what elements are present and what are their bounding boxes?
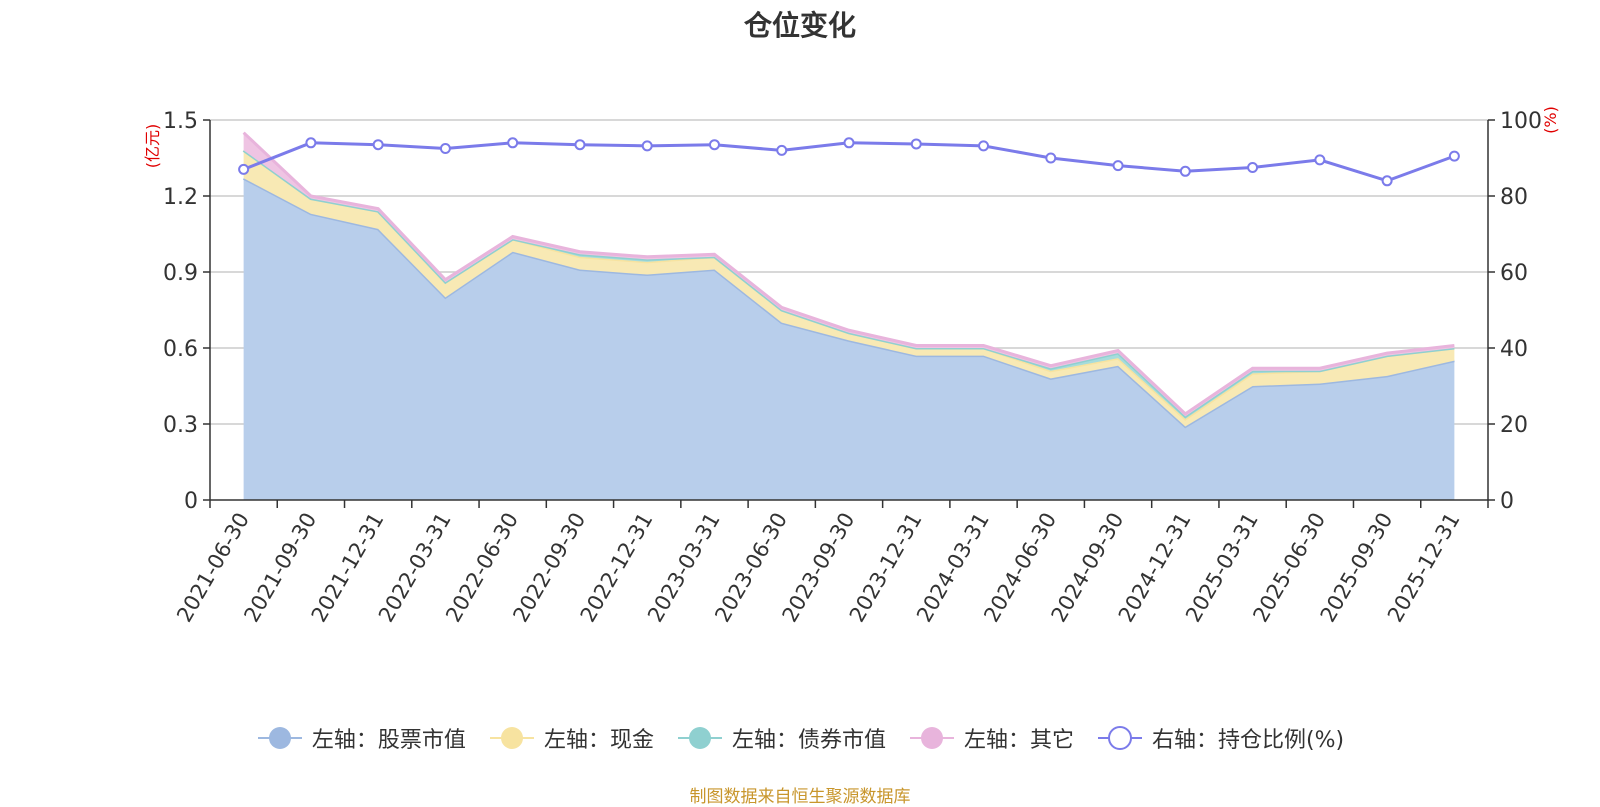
ratio-point	[1045, 152, 1057, 164]
legend-label: 左轴：债券市值	[731, 728, 886, 753]
ratio-point	[978, 140, 990, 152]
ratio-point	[574, 139, 586, 151]
right-tick-label: 100	[1500, 109, 1542, 134]
ratio-point	[641, 140, 653, 152]
ratio-line	[243, 141, 1455, 183]
chart-canvas: 00.30.60.91.21.5020406080100(亿元)(%)2021-…	[143, 106, 1560, 627]
legend-item[interactable]: 左轴：其它	[908, 722, 1074, 754]
left-tick-label: 0.6	[163, 337, 198, 362]
ratio-point	[910, 138, 922, 150]
right-axis-unit: (%)	[1541, 106, 1560, 134]
right-tick-label: 40	[1500, 337, 1528, 362]
x-tick-label: 2025-12-31	[1383, 509, 1465, 627]
legend-symbol	[489, 727, 534, 749]
left-axis-unit: (亿元)	[143, 124, 162, 169]
legend-label: 左轴：现金	[543, 728, 654, 753]
ratio-point	[238, 163, 250, 175]
ratio-point	[1314, 154, 1326, 166]
source-note: 制图数据来自恒生聚源数据库	[689, 787, 911, 807]
legend-label: 左轴：股票市值	[311, 728, 466, 753]
ratio-point	[708, 139, 720, 151]
legend-item[interactable]: 左轴：债券市值	[676, 722, 886, 754]
ratio-point	[1448, 150, 1460, 162]
legend-symbol	[677, 727, 722, 749]
ratio-point	[776, 144, 788, 156]
legend: 左轴：股票市值 左轴：现金 左轴：债券市值 左轴：其它 右轴：持仓比例(%)	[0, 722, 1600, 754]
legend-label: 左轴：其它	[963, 728, 1074, 753]
left-tick-label: 0	[184, 489, 198, 514]
ratio-point	[1247, 162, 1259, 173]
ratio-point	[439, 143, 451, 154]
right-tick-label: 20	[1500, 413, 1528, 438]
ratio-point	[305, 137, 317, 149]
legend-item[interactable]: 左轴：股票市值	[256, 722, 466, 754]
ratio-point	[1112, 160, 1124, 172]
legend-item[interactable]: 左轴：现金	[488, 722, 654, 754]
area-line-4	[242, 131, 1455, 416]
left-tick-label: 0.9	[163, 261, 198, 286]
legend-item[interactable]: 右轴：持仓比例(%)	[1096, 722, 1344, 754]
legend-symbol	[1097, 726, 1142, 750]
legend-symbol	[257, 727, 302, 749]
ratio-point	[843, 137, 855, 149]
chart-title: 仓位变化	[743, 9, 856, 42]
ratio-point	[507, 137, 519, 149]
left-tick-label: 1.5	[163, 109, 198, 134]
left-tick-label: 1.2	[163, 185, 198, 210]
area-1	[243, 178, 1455, 500]
left-tick-label: 0.3	[163, 413, 198, 438]
ratio-point	[1381, 175, 1393, 187]
right-tick-label: 0	[1500, 489, 1514, 514]
right-tick-label: 60	[1500, 261, 1528, 286]
ratio-point	[1179, 165, 1191, 177]
legend-symbol	[909, 727, 954, 749]
legend-label: 右轴：持仓比例(%)	[1151, 728, 1345, 753]
right-tick-label: 80	[1500, 185, 1528, 210]
ratio-point	[372, 139, 384, 151]
